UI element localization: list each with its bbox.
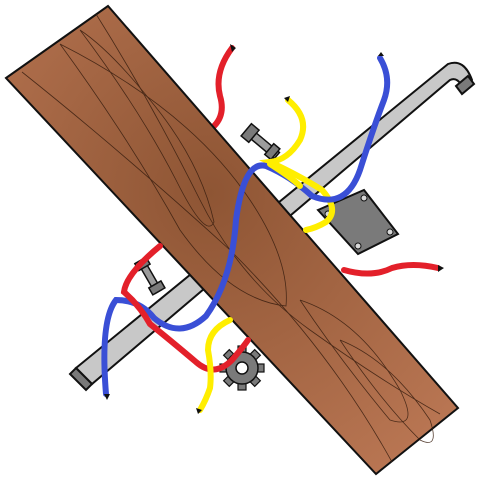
wire-yellow-mid[interactable] bbox=[267, 161, 303, 189]
wire-icon bbox=[259, 97, 335, 233]
wire-icon bbox=[341, 262, 441, 277]
rivet-icon bbox=[354, 242, 362, 250]
wire-icon bbox=[267, 161, 303, 189]
wire-red-lower[interactable] bbox=[120, 243, 251, 373]
wire-tip bbox=[104, 394, 110, 400]
pipe-end-cap bbox=[454, 74, 476, 96]
wire-tip bbox=[230, 44, 236, 52]
wire-icon bbox=[197, 317, 233, 413]
wire-tip bbox=[196, 408, 202, 414]
rivet-icon bbox=[386, 228, 394, 236]
wire-red-upper[interactable] bbox=[209, 44, 236, 131]
wire-tip bbox=[378, 52, 384, 56]
bolt-upper[interactable] bbox=[240, 122, 282, 162]
metal-plate[interactable] bbox=[316, 188, 400, 256]
wire-icon bbox=[120, 243, 251, 373]
wire-red-right[interactable] bbox=[341, 262, 444, 277]
wire-tip bbox=[284, 96, 290, 102]
metal-plate-icon bbox=[316, 188, 400, 256]
rivet-icon bbox=[360, 194, 368, 202]
pipe-end-cap bbox=[68, 366, 94, 392]
wire-tip bbox=[438, 265, 444, 272]
wire-yellow-upper[interactable] bbox=[259, 96, 335, 233]
wire-icon bbox=[209, 45, 235, 131]
wire-yellow-lower[interactable] bbox=[196, 317, 233, 414]
bolt-icon bbox=[240, 122, 281, 161]
